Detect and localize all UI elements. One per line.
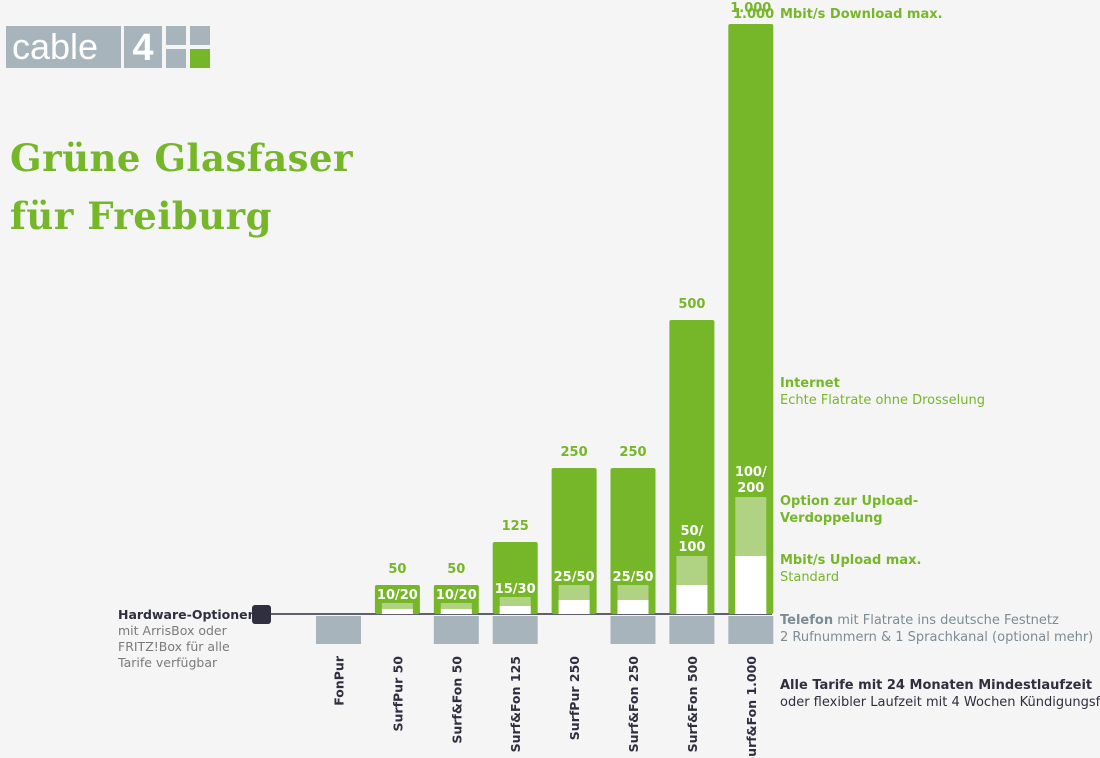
download-label: 125: [502, 519, 529, 534]
upload-label: 10/20: [436, 588, 477, 603]
upload-standard-bar: [440, 609, 472, 614]
download-label: 50: [388, 562, 406, 577]
legend-telefon-text1: mit Flatrate ins deutsche Festnetz: [837, 613, 1059, 628]
telefon-block: [492, 616, 538, 644]
upload-standard-bar: [558, 600, 590, 614]
download-label: 250: [561, 445, 588, 460]
legend-upload-standard-title: Mbit/s Upload max.: [780, 553, 922, 568]
upload-label: 25/50: [554, 570, 595, 585]
legend-upload-option-line2: Verdoppelung: [780, 511, 883, 526]
upload-option-bar: [440, 603, 472, 614]
upload-standard-bar: [617, 600, 649, 614]
legend-telefon-title: Telefon: [780, 613, 834, 628]
legend-telefon: Telefon mit Flatrate ins deutsche Festne…: [780, 612, 1059, 629]
download-bar: [669, 320, 715, 614]
upload-label: 100/: [735, 465, 767, 480]
legend-download-value: 1.000: [733, 7, 775, 22]
download-bar: [728, 24, 774, 614]
category-label: Surf&Fon 1.000: [744, 656, 759, 758]
hardware-title: Hardware-Optionen: [118, 607, 257, 622]
hardware-line-2: FRITZ!Box für alle: [118, 639, 230, 654]
download-label: 50: [447, 562, 465, 577]
category-label: Surf&Fon 125: [508, 656, 523, 752]
upload-label: 100: [678, 540, 705, 555]
svg-text:cable: cable: [12, 26, 98, 67]
category-label: SurfPur 50: [390, 656, 405, 732]
page-title-line-2: für Freiburg: [10, 194, 273, 238]
svg-text:4: 4: [132, 27, 153, 69]
category-label: Surf&Fon 500: [685, 656, 700, 753]
page-title-line-1: Grüne Glasfaser: [10, 136, 354, 180]
upload-standard-bar: [735, 556, 767, 614]
legend-laufzeit-text: oder flexibler Laufzeit mit 4 Wochen Kün…: [780, 695, 1100, 710]
legend-internet-text: Echte Flatrate ohne Drosselung: [780, 393, 985, 408]
hardware-marker: [252, 605, 271, 624]
legend-download-text: Mbit/s Download max.: [780, 7, 943, 22]
telefon-block: [610, 616, 656, 644]
hardware-line-1: mit ArrisBox oder: [118, 623, 227, 638]
upload-option-bar: [381, 603, 413, 614]
download-bar: [492, 542, 538, 614]
category-label: Surf&Fon 50: [449, 656, 464, 744]
download-label: 1.000: [730, 1, 771, 16]
download-label: 500: [678, 297, 705, 312]
category-label: FonPur: [332, 655, 347, 706]
upload-label: 10/20: [377, 588, 418, 603]
telefon-block: [316, 616, 361, 644]
download-label: 250: [619, 445, 646, 460]
upload-standard-bar: [676, 585, 708, 614]
download-bar: [551, 468, 597, 614]
upload-standard-bar: [381, 609, 413, 614]
telefon-block: [433, 616, 479, 644]
legend-upload-option-line1: Option zur Upload-: [780, 494, 919, 509]
upload-label: 50/: [680, 524, 703, 539]
category-label: Surf&Fon 250: [626, 656, 641, 753]
category-label: SurfPur 250: [567, 656, 582, 740]
download-bar: [610, 468, 656, 614]
upload-standard-bar: [499, 606, 531, 614]
hardware-options: Hardware-Optionen mit ArrisBox oder FRIT…: [118, 607, 258, 671]
upload-label: 25/50: [613, 570, 654, 585]
legend-telefon-text2: 2 Rufnummern & 1 Sprachkanal (optional m…: [780, 630, 1094, 645]
telefon-block: [669, 616, 715, 644]
legend-laufzeit-title: Alle Tarife mit 24 Monaten Mindestlaufze…: [780, 678, 1093, 693]
hardware-line-3: Tarife verfügbar: [118, 655, 218, 670]
upload-label: 15/30: [495, 582, 536, 597]
upload-label: 200: [737, 481, 764, 496]
telefon-block: [728, 616, 774, 644]
cable4-logo: cable 4: [6, 26, 210, 69]
legend-upload-standard-text: Standard: [780, 570, 840, 585]
legend-internet-title: Internet: [780, 376, 840, 391]
